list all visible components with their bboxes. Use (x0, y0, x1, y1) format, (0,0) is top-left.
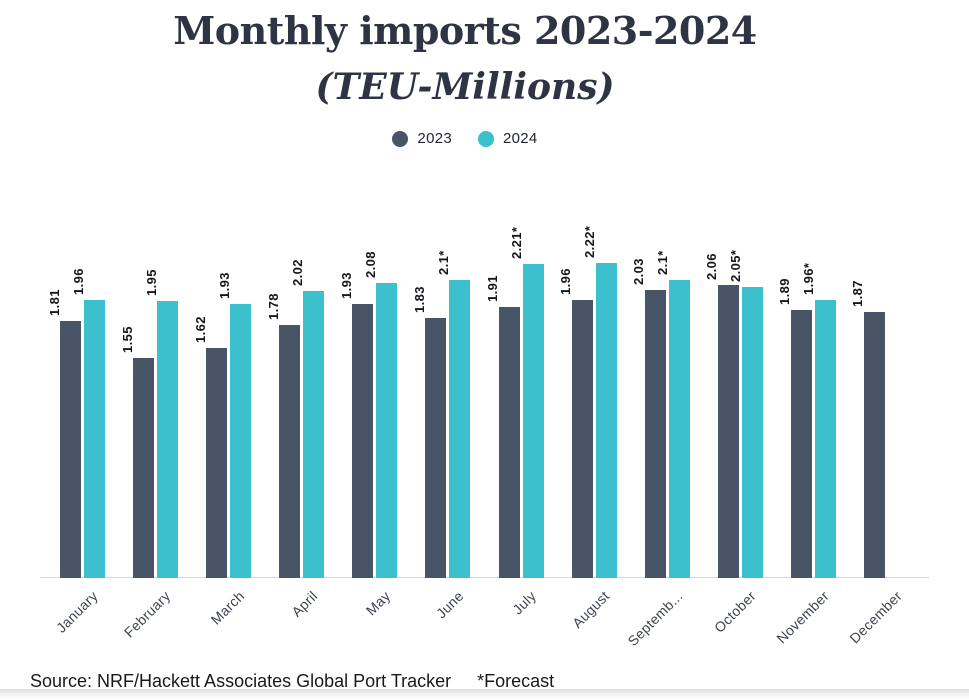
bar-value-2023-6: 1.91 (485, 275, 501, 302)
chart-subtitle: (TEU-Millions) (315, 66, 615, 108)
bar-2023-june[interactable] (425, 318, 447, 578)
bar-2024-septemb[interactable] (668, 280, 690, 578)
bar-value-2024-4: 2.08 (362, 251, 378, 278)
bar-value-2024-9: 2.05* (728, 249, 744, 282)
source-row: Source: NRF/Hackett Associates Global Po… (30, 670, 554, 692)
legend-item-2023[interactable]: 2023 (392, 130, 452, 147)
bar-value-2023-4: 1.93 (338, 272, 354, 299)
bar-2023-november[interactable] (790, 310, 812, 578)
legend-dot-2023-icon (392, 130, 409, 147)
bar-value-2023-10: 1.89 (777, 278, 793, 305)
chart-title: Monthly imports 2023-2024 (173, 8, 757, 53)
bar-2024-november[interactable] (814, 300, 836, 578)
legend-label-2024: 2024 (503, 130, 538, 147)
forecast-note: *Forecast (477, 671, 555, 691)
bar-value-2023-2: 1.62 (192, 316, 208, 343)
x-axis-label-9: October (710, 587, 759, 636)
bar-2024-august[interactable] (595, 263, 617, 578)
bar-value-2023-11: 1.87 (850, 280, 866, 307)
bar-2024-july[interactable] (522, 264, 544, 578)
legend-label-2023: 2023 (417, 130, 452, 147)
bar-value-2024-5: 2.1* (435, 250, 451, 275)
bar-2024-may[interactable] (376, 283, 398, 578)
x-axis-label-6: July (509, 587, 540, 618)
chart-header: Monthly imports 2023-2024 (TEU-Millions)… (0, 0, 930, 147)
chart-legend: 2023 2024 (0, 130, 930, 147)
bar-2024-october[interactable] (741, 287, 763, 578)
bar-value-2024-2: 1.93 (216, 272, 232, 299)
bar-2024-march[interactable] (230, 304, 252, 578)
x-axis-line (40, 577, 929, 578)
bar-2023-february[interactable] (133, 358, 155, 578)
bar-2023-october[interactable] (717, 285, 739, 578)
x-axis-label-4: May (362, 587, 394, 619)
bar-value-2023-7: 1.96 (558, 268, 574, 295)
bar-value-2024-6: 2.21* (509, 226, 525, 259)
bar-value-2024-3: 2.02 (289, 259, 305, 286)
bottom-strip (0, 689, 969, 700)
bar-value-2024-8: 2.1* (655, 250, 671, 275)
x-axis-label-11: December (846, 587, 905, 647)
bar-value-2024-0: 1.96 (70, 268, 86, 295)
bar-2024-april[interactable] (303, 291, 325, 578)
x-axis-label-5: June (432, 587, 467, 622)
bar-value-2023-0: 1.81 (46, 289, 62, 316)
source-text: Source: NRF/Hackett Associates Global Po… (30, 671, 452, 691)
bar-2024-february[interactable] (157, 301, 179, 578)
bar-2024-june[interactable] (449, 280, 471, 578)
x-axis-label-10: November (773, 587, 832, 647)
x-axis-label-1: February (121, 587, 174, 641)
legend-dot-2024-icon (478, 130, 494, 147)
x-axis-label-0: January (52, 587, 101, 636)
bar-value-2024-10: 1.96* (801, 262, 817, 295)
bar-value-2024-1: 1.95 (143, 269, 159, 296)
x-axis-label-3: April (287, 587, 321, 620)
bar-2023-july[interactable] (498, 307, 520, 578)
bar-value-2023-9: 2.06 (704, 253, 720, 280)
bar-2023-may[interactable] (352, 304, 374, 578)
legend-item-2024[interactable]: 2024 (478, 130, 538, 147)
x-axis-label-7: August (569, 587, 613, 632)
x-axis-label-2: March (207, 587, 248, 628)
bar-value-2023-8: 2.03 (631, 258, 647, 285)
bar-value-2023-5: 1.83 (411, 286, 427, 313)
bar-2023-march[interactable] (206, 348, 228, 578)
bar-2023-septemb[interactable] (644, 290, 666, 578)
bar-value-2023-1: 1.55 (119, 326, 135, 353)
bar-2024-january[interactable] (84, 300, 105, 578)
bar-value-2024-7: 2.22* (582, 225, 598, 258)
bar-2023-january[interactable] (60, 321, 81, 578)
bar-2023-december[interactable] (863, 312, 885, 578)
bar-value-2023-3: 1.78 (265, 293, 281, 320)
bar-2023-april[interactable] (279, 325, 301, 578)
bar-2023-august[interactable] (571, 300, 593, 578)
x-axis-label-8: Septemb... (624, 587, 686, 650)
